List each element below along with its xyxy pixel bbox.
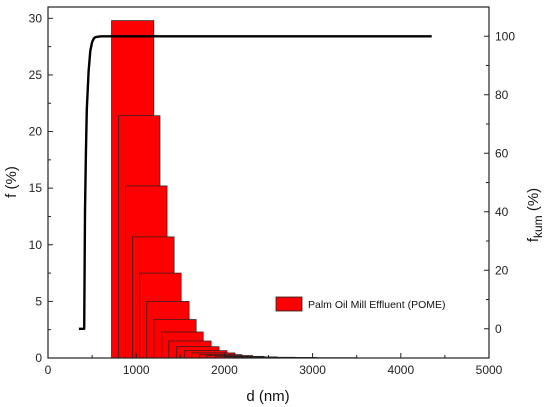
y2-axis-title-main: f	[525, 237, 542, 242]
legend: Palm Oil Mill Effluent (POME)	[275, 296, 446, 312]
y-axis-title: f (%)	[3, 166, 20, 198]
legend-label: Palm Oil Mill Effluent (POME)	[308, 299, 446, 311]
y-tick-label: 25	[29, 68, 43, 82]
y-tick-label: 5	[35, 294, 42, 308]
y2-tick-label: 80	[495, 88, 509, 102]
y2-tick-label: 60	[495, 146, 509, 160]
x-tick-label: 5000	[476, 363, 503, 377]
ticks-layer: 0 1000 2000 3000 4000 5000 0 5 10 15 20 25 30 0 20 40 60…	[29, 11, 516, 377]
y2-axis-title-sub: kum	[531, 215, 545, 238]
y2-tick-label: 20	[495, 263, 509, 277]
x-tick-label: 0	[45, 363, 52, 377]
y-tick-label: 15	[29, 181, 43, 195]
y2-axis-title: fkum (%)	[525, 188, 545, 242]
bars-layer	[111, 20, 358, 359]
cumulative-line	[78, 35, 432, 330]
y-tick-label: 10	[29, 238, 43, 252]
legend-swatch	[275, 296, 303, 312]
x-tick-label: 3000	[299, 363, 326, 377]
y2-axis-title-suffix: (%)	[525, 188, 542, 216]
x-tick-label: 4000	[387, 363, 414, 377]
y2-tick-label: 40	[495, 205, 509, 219]
y-tick-label: 30	[29, 11, 43, 25]
y-tick-label: 20	[29, 125, 43, 139]
y2-tick-label: 0	[495, 322, 502, 336]
cumulative-line-layer	[78, 35, 432, 330]
x-tick-label: 1000	[123, 363, 150, 377]
y-tick-label: 0	[35, 351, 42, 365]
y2-tick-label: 100	[495, 29, 515, 43]
x-tick-label: 2000	[211, 363, 238, 377]
x-axis-title: d (nm)	[246, 388, 289, 405]
